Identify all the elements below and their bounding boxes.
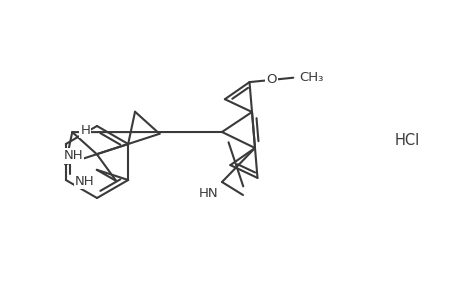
Text: NH: NH	[75, 175, 95, 188]
Text: HN: HN	[198, 187, 218, 200]
Text: NH: NH	[63, 149, 83, 162]
Text: O: O	[266, 74, 276, 86]
Text: CH₃: CH₃	[299, 71, 323, 84]
Text: HCl: HCl	[394, 133, 420, 148]
Text: H: H	[80, 124, 90, 136]
